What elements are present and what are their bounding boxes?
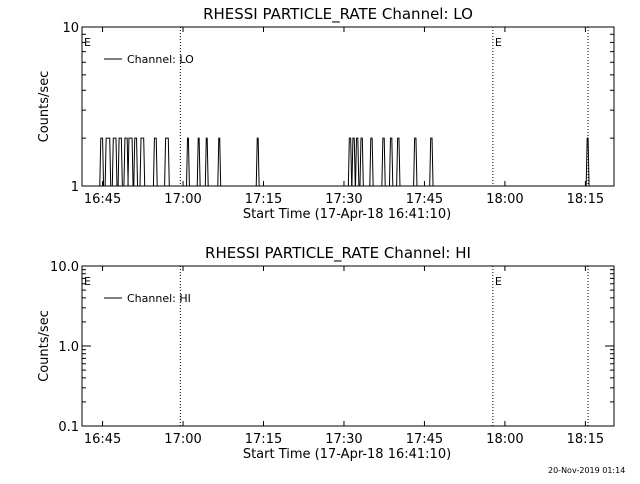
y-tick-label: 1: [71, 180, 79, 195]
data-burst: [117, 137, 123, 187]
x-tick-label: 16:45: [84, 192, 121, 207]
x-tick-label: 17:30: [325, 432, 362, 447]
legend-entry: Channel: HI: [127, 292, 191, 305]
time-marker-label: E: [495, 275, 502, 288]
data-burst: [255, 137, 260, 187]
data-burst: [396, 137, 401, 187]
x-tick-label: 18:00: [486, 432, 523, 447]
x-tick-label: 17:00: [164, 432, 201, 447]
plot-frame: [81, 265, 615, 427]
y-tick-label: 1.0: [58, 340, 79, 355]
x-tick-label: 17:15: [245, 432, 282, 447]
y-tick-label: 10: [62, 21, 79, 36]
x-axis-label: Start Time (17-Apr-18 16:41:10): [243, 447, 451, 462]
data-burst: [196, 137, 201, 187]
x-tick-label: 17:15: [245, 192, 282, 207]
data-burst: [413, 137, 418, 187]
x-axis-label: Start Time (17-Apr-18 16:41:10): [243, 207, 451, 222]
data-burst: [133, 137, 139, 187]
data-burst: [388, 137, 394, 187]
footer-timestamp: 20-Nov-2019 01:14: [548, 466, 626, 475]
data-burst: [217, 137, 222, 187]
x-tick-label: 18:15: [567, 192, 604, 207]
y-axis-label: Counts/sec: [37, 310, 52, 382]
data-burst: [351, 137, 356, 187]
data-burst: [204, 137, 209, 187]
chart-title: RHESSI PARTICLE_RATE Channel: HI: [205, 244, 471, 263]
y-tick-label: 0.1: [58, 420, 79, 435]
x-tick-label: 18:15: [567, 432, 604, 447]
data-burst: [381, 137, 386, 187]
y-tick-label: 10.0: [50, 260, 79, 275]
x-tick-label: 17:45: [406, 192, 443, 207]
data-burst: [354, 137, 360, 187]
chart-panel-1: RHESSI PARTICLE_RATE Channel: HI 16:45 17:…: [37, 244, 615, 462]
data-burst: [127, 137, 134, 187]
x-tick-label: 17:00: [164, 192, 201, 207]
x-tick-label: 17:45: [406, 432, 443, 447]
data-burst: [111, 137, 118, 187]
chart-title: RHESSI PARTICLE_RATE Channel: LO: [203, 5, 473, 24]
data-burst: [139, 137, 146, 187]
data-burst: [585, 137, 590, 187]
data-burst: [359, 137, 364, 187]
data-burst: [186, 137, 190, 187]
data-burst: [123, 137, 129, 187]
data-burst: [104, 137, 112, 187]
data-burst: [152, 137, 158, 187]
chart-panel-0: RHESSI PARTICLE_RATE Channel: LO 16:45 17:…: [37, 5, 615, 222]
data-burst: [369, 137, 374, 187]
data-burst: [99, 137, 105, 187]
y-axis-label: Counts/sec: [37, 71, 52, 143]
legend-entry: Channel: LO: [127, 53, 194, 66]
x-tick-label: 18:00: [486, 192, 523, 207]
data-burst: [429, 137, 434, 187]
data-burst: [347, 137, 353, 187]
data-burst: [164, 137, 170, 187]
time-marker-label: E: [84, 275, 91, 288]
x-tick-label: 17:30: [325, 192, 362, 207]
plot-frame: [81, 26, 615, 187]
time-marker-label: E: [84, 36, 91, 49]
x-tick-label: 16:45: [84, 432, 121, 447]
time-marker-label: E: [495, 36, 502, 49]
